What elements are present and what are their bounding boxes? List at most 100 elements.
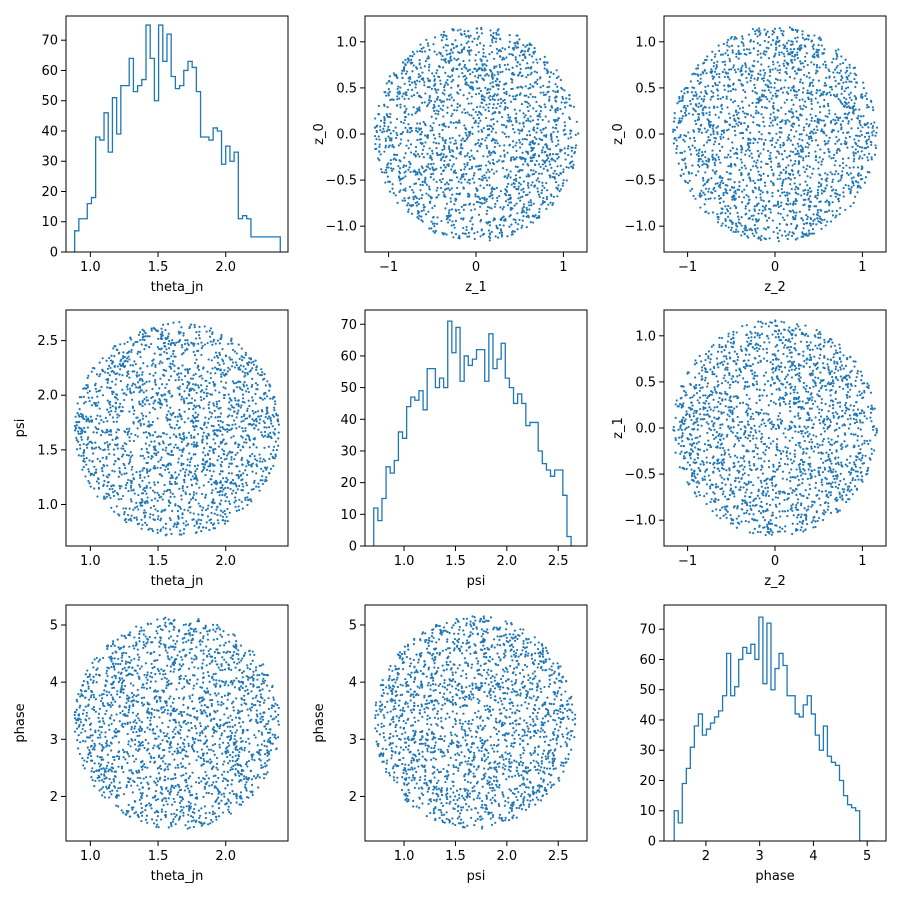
scatter-point	[705, 130, 708, 134]
scatter-point	[207, 465, 210, 468]
scatter-point	[819, 208, 822, 211]
scatter-point	[489, 34, 493, 37]
scatter-point	[820, 119, 823, 122]
scatter-point	[733, 129, 737, 132]
scatter-point	[810, 107, 813, 110]
scatter-point	[778, 44, 781, 47]
scatter-point	[210, 521, 213, 525]
scatter-point	[777, 162, 780, 166]
scatter-point	[759, 52, 762, 55]
scatter-point	[471, 132, 474, 135]
scatter-point	[723, 75, 726, 79]
scatter-point	[714, 140, 717, 143]
scatter-point	[798, 210, 801, 213]
scatter-point	[775, 46, 778, 49]
scatter-point	[485, 92, 489, 95]
scatter-point	[446, 216, 449, 219]
scatter-point	[727, 84, 730, 87]
scatter-point	[90, 404, 94, 407]
scatter-point	[530, 184, 533, 187]
scatter-point	[816, 211, 820, 214]
scatter-point	[726, 72, 730, 75]
scatter-point	[90, 370, 93, 373]
scatter-point	[235, 403, 238, 406]
scatter-point	[513, 108, 516, 111]
scatter-point	[247, 390, 250, 394]
scatter-point	[552, 72, 555, 76]
scatter-point	[468, 202, 472, 205]
scatter-point	[814, 159, 818, 162]
scatter-point	[480, 128, 483, 132]
scatter-point	[411, 88, 414, 91]
scatter-point	[803, 73, 806, 77]
scatter-point	[412, 106, 415, 109]
scatter-point	[439, 107, 442, 110]
scatter-point	[548, 148, 552, 151]
scatter-point	[120, 455, 124, 458]
scatter-point	[698, 165, 701, 168]
scatter-point	[512, 156, 515, 159]
scatter-point	[786, 191, 789, 194]
scatter-point	[511, 123, 514, 127]
scatter-point	[501, 115, 504, 119]
scatter-point	[428, 227, 431, 230]
scatter-point	[506, 106, 509, 110]
scatter-point	[85, 387, 88, 390]
scatter-point	[831, 61, 834, 64]
scatter-point	[494, 202, 497, 206]
scatter-point	[700, 194, 703, 197]
scatter-point	[526, 105, 529, 109]
y-tick-label: 50	[41, 94, 58, 109]
scatter-point	[209, 335, 212, 338]
scatter-point	[779, 68, 782, 71]
scatter-point	[812, 78, 815, 82]
scatter-point	[451, 220, 454, 223]
scatter-point	[140, 527, 143, 530]
scatter-point	[533, 136, 536, 139]
scatter-point	[505, 185, 509, 188]
scatter-point	[838, 213, 841, 216]
scatter-point	[454, 219, 458, 222]
scatter-point	[495, 65, 498, 68]
scatter-point	[202, 431, 205, 434]
scatter-point	[764, 83, 767, 86]
scatter-point	[849, 192, 852, 195]
scatter-point	[727, 204, 730, 208]
scatter-point	[420, 133, 423, 136]
scatter-point	[513, 185, 516, 188]
scatter-point	[474, 93, 478, 96]
scatter-point	[427, 79, 430, 82]
scatter-point	[793, 55, 796, 58]
scatter-point	[716, 84, 719, 87]
scatter-point	[180, 462, 183, 465]
scatter-point	[447, 145, 451, 148]
scatter-point	[415, 110, 418, 113]
scatter-point	[790, 99, 793, 102]
scatter-point	[750, 152, 753, 155]
scatter-point	[806, 141, 809, 145]
scatter-point	[145, 492, 148, 495]
scatter-point	[154, 365, 157, 369]
scatter-point	[450, 96, 453, 99]
y-tick-label: 70	[41, 34, 58, 49]
scatter-point	[734, 71, 737, 74]
scatter-point	[540, 151, 544, 154]
scatter-point	[719, 181, 722, 184]
scatter-point	[424, 178, 427, 181]
scatter-point	[767, 65, 770, 68]
scatter-point	[762, 95, 765, 98]
scatter-point	[463, 63, 466, 67]
scatter-point	[140, 412, 143, 415]
scatter-point	[744, 70, 747, 73]
scatter-point	[248, 357, 251, 360]
scatter-point	[229, 487, 232, 491]
scatter-point	[810, 40, 813, 43]
scatter-point	[811, 84, 815, 87]
scatter-point	[753, 59, 756, 63]
scatter-point	[387, 115, 390, 118]
scatter-point	[459, 32, 462, 35]
scatter-point	[728, 172, 731, 175]
scatter-point	[719, 197, 723, 200]
scatter-point	[776, 236, 779, 239]
scatter-point	[834, 159, 837, 163]
